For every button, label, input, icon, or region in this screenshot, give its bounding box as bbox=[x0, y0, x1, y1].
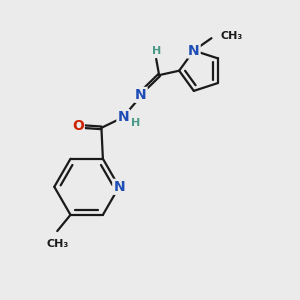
Text: H: H bbox=[152, 46, 161, 56]
Text: N: N bbox=[113, 180, 125, 194]
Text: CH₃: CH₃ bbox=[46, 239, 68, 249]
Text: N: N bbox=[135, 88, 147, 102]
Text: CH₃: CH₃ bbox=[221, 31, 243, 41]
Text: N: N bbox=[117, 110, 129, 124]
Text: H: H bbox=[131, 118, 140, 128]
Text: N: N bbox=[188, 44, 200, 58]
Text: O: O bbox=[72, 119, 84, 134]
